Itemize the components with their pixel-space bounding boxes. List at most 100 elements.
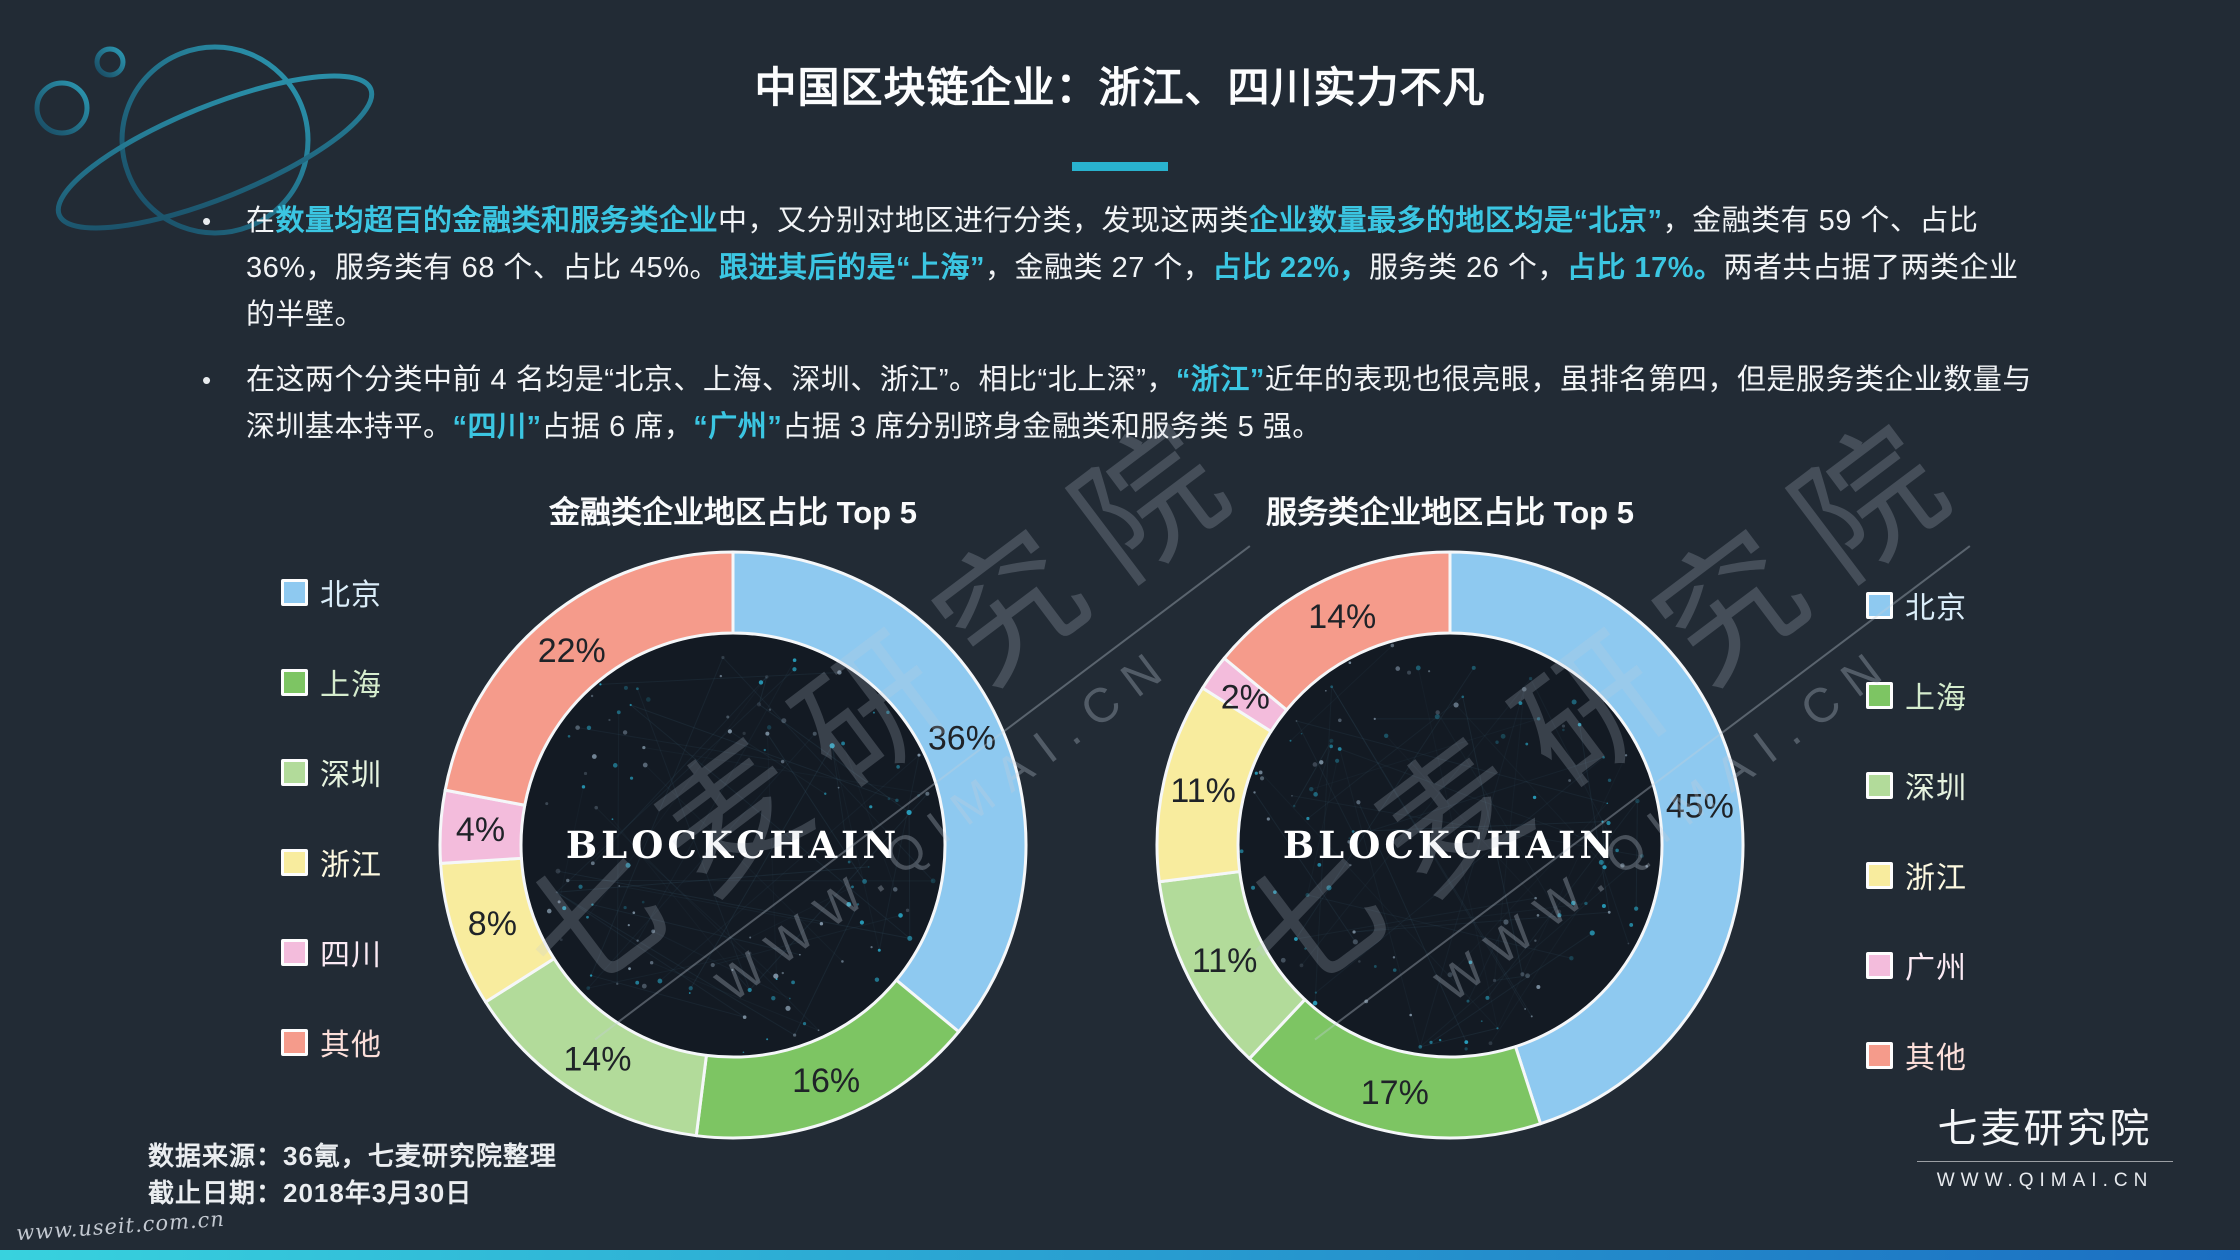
- globe-node-dot: [1312, 1000, 1318, 1006]
- globe-node-dot: [792, 667, 797, 672]
- globe-mesh-line: [1354, 756, 1604, 837]
- highlighted-text: 数量均超百的金融类和服务类企业: [275, 205, 719, 237]
- globe-mesh-line: [587, 733, 816, 989]
- globe-node-dot: [1635, 798, 1640, 804]
- globe-node-dot: [1569, 956, 1574, 961]
- globe-node-dot: [726, 715, 730, 719]
- globe-node-dot: [906, 809, 912, 816]
- globe-node-dot: [591, 903, 594, 906]
- globe-mesh-line: [1635, 801, 1638, 909]
- legend-label: 北京: [1905, 592, 1967, 625]
- globe-node-dot: [1645, 865, 1649, 868]
- globe-mesh-line: [1296, 720, 1608, 804]
- globe-node-dot: [1464, 1047, 1468, 1051]
- globe-node-dot: [837, 670, 842, 675]
- globe-mesh-line: [1254, 792, 1356, 943]
- globe-mesh-line: [588, 952, 750, 989]
- globe-node-dot: [841, 741, 845, 746]
- globe-node-dot: [907, 935, 913, 941]
- globe-node-dot: [749, 936, 752, 939]
- legend-item-四川: 四川: [281, 907, 382, 997]
- globe-node-dot: [1306, 816, 1310, 821]
- globe-node-dot: [799, 953, 801, 956]
- globe-node-dot: [623, 685, 628, 690]
- legend-label: 广州: [1905, 952, 1967, 985]
- globe-background: [521, 633, 945, 1057]
- legend-label: 深圳: [1905, 772, 1967, 805]
- bullet-list: • 在数量均超百的金融类和服务类企业中，又分别对地区进行分类，发现这两类企业数量…: [202, 198, 2042, 469]
- legend-swatch: [281, 758, 308, 786]
- globe-node-dot: [1392, 968, 1397, 972]
- legend-item-浙江: 浙江: [1866, 830, 1967, 920]
- highlighted-text: 占比 22%，: [1212, 252, 1370, 284]
- globe-mesh-line: [1291, 795, 1643, 857]
- globe-node-dot: [1373, 965, 1377, 968]
- pie-slice-其他: [1222, 550, 1452, 712]
- globe-mesh-line: [1417, 667, 1498, 1029]
- globe-node-dot: [546, 908, 552, 914]
- globe-node-dot: [649, 961, 654, 965]
- globe-node-dot: [1492, 978, 1497, 983]
- globe-mesh-line: [1419, 855, 1643, 1048]
- globe-node-dot: [1351, 830, 1355, 833]
- legend-service: 北京 上海 深圳 浙江 广州 其他: [1866, 560, 1967, 1100]
- globe-node-dot: [578, 884, 583, 889]
- globe-node-dot: [594, 805, 599, 810]
- globe-mesh-line: [558, 786, 584, 902]
- globe-node-dot: [895, 798, 899, 803]
- globe-mesh-line: [600, 671, 840, 685]
- globe-node-dot: [1536, 717, 1541, 721]
- globe-mesh-line: [712, 914, 901, 966]
- globe-node-dot: [591, 754, 597, 759]
- globe-node-dot: [1568, 779, 1571, 782]
- globe-node-dot: [1390, 643, 1395, 648]
- globe-node-dot: [1453, 702, 1459, 708]
- globe-node-dot: [688, 992, 691, 994]
- globe-node-dot: [812, 731, 817, 736]
- globe-node-dot: [1561, 724, 1566, 728]
- globe-mesh-line: [630, 704, 911, 939]
- globe-node-dot: [1273, 890, 1277, 894]
- globe-node-dot: [590, 861, 595, 866]
- globe-node-dot: [1352, 833, 1357, 838]
- globe-node-dot: [1518, 701, 1523, 705]
- body-text: 占据 3 席分别跻身金融类和服务类 5 强。: [782, 411, 1322, 443]
- globe-node-dot: [625, 862, 631, 868]
- highlighted-text: 占比 17%。: [1566, 252, 1724, 284]
- globe-node-dot: [581, 785, 586, 789]
- globe-mesh-line: [1467, 921, 1507, 1002]
- globe-mesh-line: [1331, 686, 1533, 1017]
- globe-node-dot: [847, 860, 851, 864]
- globe-node-dot: [1392, 956, 1396, 959]
- globe-mesh-line: [619, 885, 822, 925]
- globe-node-dot: [1415, 665, 1421, 671]
- globe-mesh-line: [637, 659, 796, 941]
- globe-node-dot: [1314, 991, 1317, 994]
- globe-node-dot: [583, 771, 588, 776]
- globe-node-dot: [566, 878, 570, 883]
- globe-node-dot: [1601, 903, 1606, 908]
- globe-mesh-line: [1602, 821, 1606, 868]
- globe-node-dot: [635, 850, 641, 855]
- legend-label: 浙江: [320, 849, 382, 882]
- globe-node-dot: [1485, 995, 1490, 1000]
- globe-node-dot: [1395, 666, 1401, 671]
- globe-mesh-line: [878, 755, 920, 951]
- globe-mesh-line: [612, 818, 733, 971]
- bullet-dot: •: [202, 365, 212, 395]
- globe-node-dot: [1534, 939, 1537, 942]
- globe-node-dot: [792, 658, 797, 663]
- globe-node-dot: [635, 980, 640, 985]
- pie-slice-其他: [443, 550, 735, 807]
- globe-node-dot: [771, 995, 776, 1001]
- globe-node-dot: [567, 734, 571, 738]
- globe-mesh-line: [590, 975, 745, 1018]
- globe-background: [1238, 633, 1662, 1057]
- globe-node-dot: [1606, 820, 1611, 826]
- globe-node-dot: [1418, 1045, 1423, 1049]
- data-source-note: 数据来源：36氪，七麦研究院整理 截止日期：2018年3月30日: [148, 1138, 557, 1212]
- globe-node-dot: [1352, 930, 1356, 934]
- globe-mesh-line: [794, 904, 859, 1036]
- globe-node-dot: [1570, 900, 1576, 906]
- globe-mesh-line: [1290, 645, 1393, 742]
